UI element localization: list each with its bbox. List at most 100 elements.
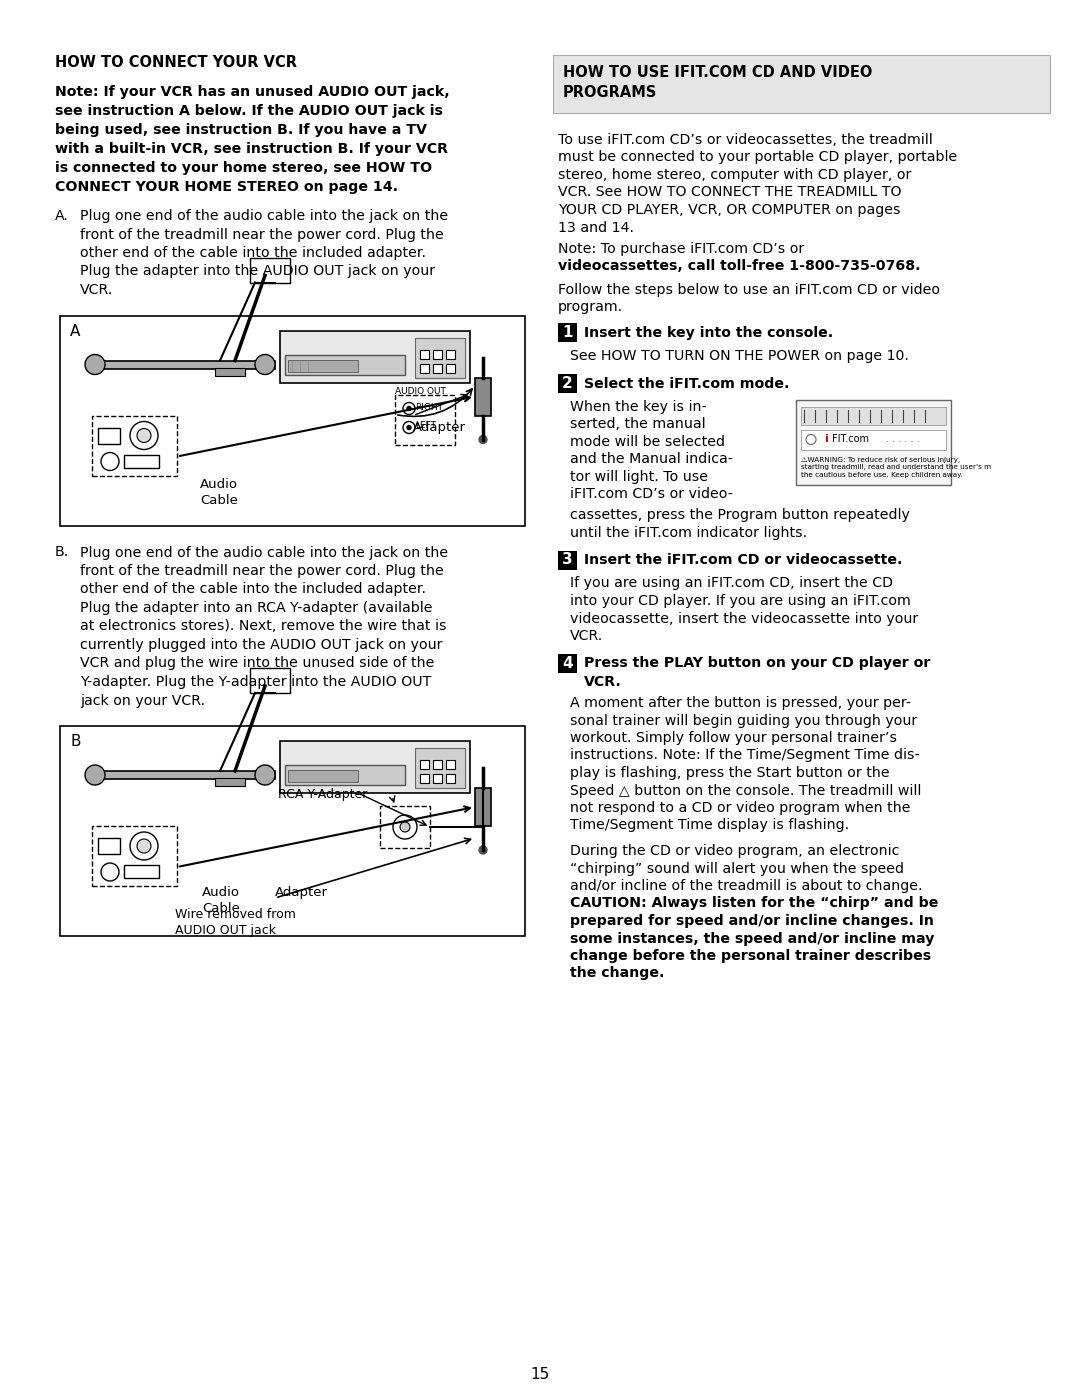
Text: When the key is in-: When the key is in- <box>570 400 706 414</box>
Text: sonal trainer will begin guiding you through your: sonal trainer will begin guiding you thr… <box>570 714 917 728</box>
Text: VCR.: VCR. <box>584 675 622 689</box>
Circle shape <box>403 402 415 415</box>
Text: Note: If your VCR has an unused AUDIO OUT jack,: Note: If your VCR has an unused AUDIO OU… <box>55 85 449 99</box>
Text: program.: program. <box>558 300 623 314</box>
Text: not respond to a CD or video program when the: not respond to a CD or video program whe… <box>570 800 910 814</box>
Bar <box>433 774 442 782</box>
Text: PROGRAMS: PROGRAMS <box>563 85 658 101</box>
Text: “chirping” sound will alert you when the speed: “chirping” sound will alert you when the… <box>570 862 904 876</box>
Text: workout. Simply follow your personal trainer’s: workout. Simply follow your personal tra… <box>570 731 897 745</box>
Bar <box>92 826 177 886</box>
Text: Audio: Audio <box>202 886 240 900</box>
Bar <box>420 363 429 373</box>
Bar <box>288 770 357 782</box>
Bar <box>475 377 491 415</box>
Bar <box>433 760 442 768</box>
Text: VCR. See HOW TO CONNECT THE TREADMILL TO: VCR. See HOW TO CONNECT THE TREADMILL TO <box>558 186 902 200</box>
Text: other end of the cable into the included adapter.: other end of the cable into the included… <box>80 583 426 597</box>
Bar <box>90 771 275 780</box>
Text: into your CD player. If you are using an iFIT.com: into your CD player. If you are using an… <box>570 594 910 608</box>
Bar <box>285 355 405 374</box>
Text: 1: 1 <box>563 326 572 339</box>
Circle shape <box>85 766 105 785</box>
Bar <box>249 668 291 693</box>
Text: other end of the cable into the included adapter.: other end of the cable into the included… <box>80 246 426 260</box>
Text: stereo, home stereo, computer with CD player, or: stereo, home stereo, computer with CD pl… <box>558 168 912 182</box>
Text: CAUTION: Always listen for the “chirp” and be: CAUTION: Always listen for the “chirp” a… <box>570 897 939 911</box>
Circle shape <box>102 863 119 882</box>
Text: Press the PLAY button on your CD player or: Press the PLAY button on your CD player … <box>584 657 930 671</box>
Text: with a built-in VCR, see instruction B. If your VCR: with a built-in VCR, see instruction B. … <box>55 142 448 156</box>
Circle shape <box>137 840 151 854</box>
Bar <box>446 760 455 768</box>
Text: Speed △ button on the console. The treadmill will: Speed △ button on the console. The tread… <box>570 784 921 798</box>
Text: 13 and 14.: 13 and 14. <box>558 221 634 235</box>
Text: and/or incline of the treadmill is about to change.: and/or incline of the treadmill is about… <box>570 879 922 893</box>
Circle shape <box>407 407 411 411</box>
Text: cassettes, press the Program button repeatedly: cassettes, press the Program button repe… <box>570 509 909 522</box>
Bar <box>558 373 577 393</box>
Text: During the CD or video program, an electronic: During the CD or video program, an elect… <box>570 844 900 858</box>
Text: Adapter: Adapter <box>413 420 465 433</box>
Text: Wire removed from: Wire removed from <box>175 908 296 921</box>
Text: Plug one end of the audio cable into the jack on the: Plug one end of the audio cable into the… <box>80 545 448 560</box>
Text: mode will be selected: mode will be selected <box>570 434 725 448</box>
Circle shape <box>255 355 275 374</box>
Circle shape <box>137 429 151 443</box>
Text: until the iFIT.com indicator lights.: until the iFIT.com indicator lights. <box>570 527 807 541</box>
Text: B.: B. <box>55 545 69 560</box>
Circle shape <box>130 833 158 861</box>
Text: A moment after the button is pressed, your per-: A moment after the button is pressed, yo… <box>570 696 912 710</box>
Text: see instruction A below. If the AUDIO OUT jack is: see instruction A below. If the AUDIO OU… <box>55 103 443 117</box>
Circle shape <box>806 434 816 444</box>
Text: the cautious before use. Keep children away.: the cautious before use. Keep children a… <box>801 472 962 479</box>
Bar <box>98 838 120 854</box>
Text: AUDIO OUT jack: AUDIO OUT jack <box>175 923 276 937</box>
Text: Time/Segment Time display is flashing.: Time/Segment Time display is flashing. <box>570 819 849 833</box>
Bar <box>446 349 455 359</box>
Text: Audio: Audio <box>200 478 238 490</box>
Text: Insert the key into the console.: Insert the key into the console. <box>584 326 834 339</box>
Text: 4: 4 <box>563 655 572 671</box>
Text: serted, the manual: serted, the manual <box>570 416 705 432</box>
Bar <box>60 316 525 525</box>
Bar <box>446 363 455 373</box>
Circle shape <box>480 847 487 854</box>
Bar <box>415 338 465 377</box>
Text: videocassettes, call toll-free 1-800-735-0768.: videocassettes, call toll-free 1-800-735… <box>558 260 920 274</box>
Text: HOW TO USE IFIT.COM CD AND VIDEO: HOW TO USE IFIT.COM CD AND VIDEO <box>563 66 873 80</box>
Text: 15: 15 <box>530 1368 550 1382</box>
Text: VCR and plug the wire into the unused side of the: VCR and plug the wire into the unused si… <box>80 657 434 671</box>
Bar <box>395 394 455 444</box>
Text: 3: 3 <box>563 552 572 567</box>
Text: Adapter: Adapter <box>275 886 328 900</box>
Circle shape <box>400 821 410 833</box>
Text: B: B <box>70 733 81 749</box>
Text: Note: To purchase iFIT.com CD’s or: Note: To purchase iFIT.com CD’s or <box>558 242 805 256</box>
Text: being used, see instruction B. If you have a TV: being used, see instruction B. If you ha… <box>55 123 427 137</box>
Bar <box>553 54 1050 113</box>
Bar <box>433 363 442 373</box>
Circle shape <box>102 453 119 471</box>
Bar <box>124 454 159 468</box>
Text: Cable: Cable <box>202 902 240 915</box>
Text: HOW TO CONNECT YOUR VCR: HOW TO CONNECT YOUR VCR <box>55 54 297 70</box>
Bar <box>92 415 177 475</box>
Bar <box>420 349 429 359</box>
Text: See HOW TO TURN ON THE POWER on page 10.: See HOW TO TURN ON THE POWER on page 10. <box>570 349 909 363</box>
Circle shape <box>480 436 487 443</box>
Bar <box>280 331 470 383</box>
Text: at electronics stores). Next, remove the wire that is: at electronics stores). Next, remove the… <box>80 619 446 633</box>
Bar <box>215 778 245 787</box>
Text: instructions. Note: If the Time/Segment Time dis-: instructions. Note: If the Time/Segment … <box>570 749 920 763</box>
Text: Follow the steps below to use an iFIT.com CD or video: Follow the steps below to use an iFIT.co… <box>558 284 940 298</box>
Bar <box>801 429 946 450</box>
Bar <box>796 400 951 485</box>
Bar <box>280 740 470 793</box>
Text: starting treadmill, read and understand the user's m: starting treadmill, read and understand … <box>801 464 991 471</box>
Text: front of the treadmill near the power cord. Plug the: front of the treadmill near the power co… <box>80 564 444 578</box>
Circle shape <box>403 422 415 433</box>
Text: some instances, the speed and/or incline may: some instances, the speed and/or incline… <box>570 932 934 946</box>
Text: ⚠WARNING: To reduce risk of serious injury,: ⚠WARNING: To reduce risk of serious inju… <box>801 457 960 462</box>
Text: Plug one end of the audio cable into the jack on the: Plug one end of the audio cable into the… <box>80 210 448 224</box>
